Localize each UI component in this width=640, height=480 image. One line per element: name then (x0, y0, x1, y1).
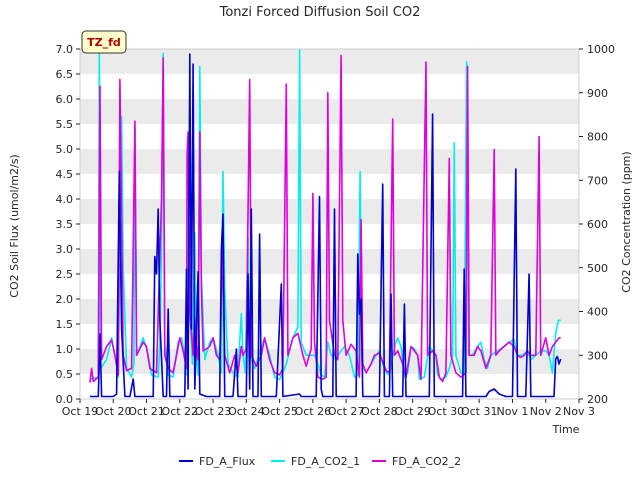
y-left-tick-label: 2.5 (56, 268, 74, 281)
y-left-tick-label: 5.0 (56, 143, 74, 156)
x-tick-label: Oct 26 (295, 405, 332, 418)
y-left-tick-label: 4.5 (56, 168, 74, 181)
legend-label-co2-1: FD_A_CO2_1 (291, 455, 360, 468)
y-left-tick-label: 4.0 (56, 193, 74, 206)
x-tick-label: Oct 31 (461, 405, 498, 418)
x-tick-label: Nov 3 (563, 405, 595, 418)
y-left-tick-label: 3.5 (56, 218, 74, 231)
x-tick-label: Oct 21 (128, 405, 165, 418)
y-left-tick-label: 5.5 (56, 118, 74, 131)
series-layer (89, 48, 562, 398)
x-tick-label: Oct 22 (162, 405, 199, 418)
series-line-fd-a-flux (90, 53, 562, 398)
y-left-tick-label: 0.0 (56, 393, 74, 406)
tz-badge: TZ_fd (81, 30, 127, 54)
y-right-tick-label: 500 (587, 262, 608, 275)
x-tick-label: Oct 29 (394, 405, 431, 418)
y-right-tick-label: 700 (587, 174, 608, 187)
x-tick-label: Nov 2 (530, 405, 562, 418)
background-band (80, 99, 579, 124)
x-tick-label: Oct 27 (328, 405, 365, 418)
y-right-tick-label: 200 (587, 393, 608, 406)
background-band (80, 149, 579, 174)
chart-title: Tonzi Forced Diffusion Soil CO2 (219, 5, 421, 20)
y-left-tick-label: 3.0 (56, 243, 74, 256)
x-tick-label: Oct 28 (361, 405, 398, 418)
background-band (80, 349, 579, 374)
x-tick-label: Oct 30 (428, 405, 465, 418)
tz-badge-label: TZ_fd (87, 36, 121, 49)
y-right-tick-label: 400 (587, 306, 608, 319)
y-left-tick-label: 2.0 (56, 293, 74, 306)
legend-label-flux: FD_A_Flux (199, 455, 256, 468)
y-left-tick-label: 1.0 (56, 343, 74, 356)
y-axis-right: 200 300 400 500 600 700 800 900 1000 (579, 43, 615, 406)
y-left-tick-label: 0.5 (56, 368, 74, 381)
y-axis-label-left: CO2 Soil Flux (umol/m2/s) (8, 154, 21, 297)
y-right-tick-label: 800 (587, 131, 608, 144)
x-tick-label: Oct 23 (195, 405, 232, 418)
y-left-tick-label: 6.5 (56, 68, 74, 81)
x-tick-label: Oct 24 (228, 405, 265, 418)
tz-badge-box (81, 30, 127, 54)
y-left-tick-label: 6.0 (56, 93, 74, 106)
y-axis-label-right: CO2 Concentration (ppm) (620, 151, 633, 292)
x-tick-label: Nov 1 (496, 405, 528, 418)
background-band (80, 49, 579, 74)
y-right-tick-label: 600 (587, 218, 608, 231)
x-tick-label: Oct 25 (261, 405, 298, 418)
x-tick-label: Oct 20 (95, 405, 132, 418)
y-left-tick-label: 7.0 (56, 43, 74, 56)
y-axis-left: 0.0 0.5 1.0 1.5 2.0 2.5 3.0 3.5 4.0 4.5 5.0 5.5 6.0 6… (56, 43, 80, 406)
y-right-tick-label: 300 (587, 349, 608, 362)
y-right-tick-label: 900 (587, 87, 608, 100)
y-left-tick-label: 1.5 (56, 318, 74, 331)
y-right-tick-label: 1000 (587, 43, 615, 56)
legend: FD_A_Flux FD_A_CO2_1 FD_A_CO2_2 (179, 455, 461, 468)
x-tick-label: Oct 19 (62, 405, 99, 418)
x-axis-label: Time (552, 423, 580, 436)
legend-label-co2-2: FD_A_CO2_2 (392, 455, 461, 468)
